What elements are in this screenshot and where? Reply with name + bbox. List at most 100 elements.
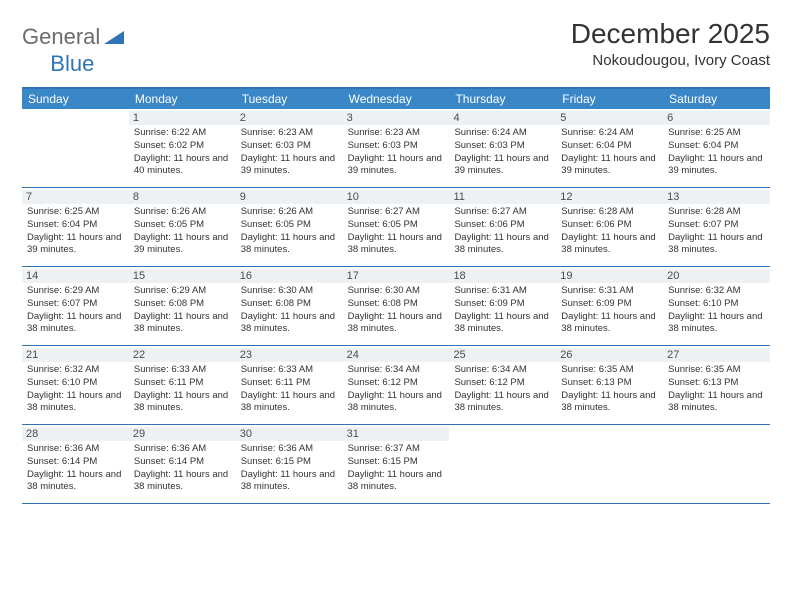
calendar-cell: 30 Sunrise: 6:36 AMSunset: 6:15 PMDayligh… xyxy=(236,425,343,503)
calendar-cell: 17Sunrise: 6:30 AMSunset: 6:08 PMDayligh… xyxy=(343,267,450,345)
day-number: 16 xyxy=(236,269,343,283)
calendar-cell: 26Sunrise: 6:35 AMSunset: 6:13 PMDayligh… xyxy=(556,346,663,424)
calendar-cell: 29 Sunrise: 6:36 AMSunset: 6:14 PMDayligh… xyxy=(129,425,236,503)
day-info: Sunrise: 6:27 AMSunset: 6:06 PMDaylight:… xyxy=(454,206,551,257)
day-info: Sunrise: 6:28 AMSunset: 6:06 PMDaylight:… xyxy=(561,206,658,257)
calendar-cell: 11Sunrise: 6:27 AMSunset: 6:06 PMDayligh… xyxy=(449,188,556,266)
calendar-cell: 27Sunrise: 6:35 AMSunset: 6:13 PMDayligh… xyxy=(663,346,770,424)
calendar-cell: 1Sunrise: 6:22 AMSunset: 6:02 PMDaylight… xyxy=(129,109,236,187)
day-number: 24 xyxy=(343,348,450,362)
calendar-row: 21 Sunrise: 6:32 AMSunset: 6:10 PMDayligh… xyxy=(22,346,770,425)
day-info: Sunrise: 6:26 AMSunset: 6:05 PMDaylight:… xyxy=(241,206,338,257)
day-info: Sunrise: 6:26 AMSunset: 6:05 PMDaylight:… xyxy=(134,206,231,257)
day-info: Sunrise: 6:23 AMSunset: 6:03 PMDaylight:… xyxy=(348,127,445,178)
day-number: 20 xyxy=(663,269,770,283)
day-number: 27 xyxy=(663,348,770,362)
calendar-cell xyxy=(22,109,129,187)
calendar-cell: 2 Sunrise: 6:23 AMSunset: 6:03 PMDaylight… xyxy=(236,109,343,187)
calendar-cell xyxy=(556,425,663,503)
day-info: Sunrise: 6:30 AMSunset: 6:08 PMDaylight:… xyxy=(241,285,338,336)
calendar-cell: 6 Sunrise: 6:25 AMSunset: 6:04 PMDaylight… xyxy=(663,109,770,187)
day-number: 21 xyxy=(22,348,129,362)
day-number: 25 xyxy=(449,348,556,362)
day-number: 23 xyxy=(236,348,343,362)
day-info: Sunrise: 6:27 AMSunset: 6:05 PMDaylight:… xyxy=(348,206,445,257)
day-info: Sunrise: 6:37 AMSunset: 6:15 PMDaylight:… xyxy=(348,443,445,494)
day-info: Sunrise: 6:36 AMSunset: 6:14 PMDaylight:… xyxy=(134,443,231,494)
calendar-cell: 4 Sunrise: 6:24 AMSunset: 6:03 PMDaylight… xyxy=(449,109,556,187)
day-number: 26 xyxy=(556,348,663,362)
calendar-body: 1Sunrise: 6:22 AMSunset: 6:02 PMDaylight… xyxy=(22,109,770,504)
day-number: 3 xyxy=(343,111,450,125)
calendar-cell: 25Sunrise: 6:34 AMSunset: 6:12 PMDayligh… xyxy=(449,346,556,424)
title-block: December 2025 Nokoudougou, Ivory Coast xyxy=(571,18,770,69)
calendar-cell: 24Sunrise: 6:34 AMSunset: 6:12 PMDayligh… xyxy=(343,346,450,424)
day-number: 5 xyxy=(556,111,663,125)
day-info: Sunrise: 6:31 AMSunset: 6:09 PMDaylight:… xyxy=(561,285,658,336)
day-number: 12 xyxy=(556,190,663,204)
day-info: Sunrise: 6:33 AMSunset: 6:11 PMDaylight:… xyxy=(241,364,338,415)
day-number: 9 xyxy=(236,190,343,204)
calendar-row: 1Sunrise: 6:22 AMSunset: 6:02 PMDaylight… xyxy=(22,109,770,188)
day-info: Sunrise: 6:33 AMSunset: 6:11 PMDaylight:… xyxy=(134,364,231,415)
calendar-cell: 22 Sunrise: 6:33 AMSunset: 6:11 PMDayligh… xyxy=(129,346,236,424)
day-info: Sunrise: 6:29 AMSunset: 6:07 PMDaylight:… xyxy=(27,285,124,336)
calendar-row: 14 Sunrise: 6:29 AMSunset: 6:07 PMDayligh… xyxy=(22,267,770,346)
calendar-cell: 18Sunrise: 6:31 AMSunset: 6:09 PMDayligh… xyxy=(449,267,556,345)
day-info: Sunrise: 6:24 AMSunset: 6:04 PMDaylight:… xyxy=(561,127,658,178)
day-number: 4 xyxy=(449,111,556,125)
day-info: Sunrise: 6:32 AMSunset: 6:10 PMDaylight:… xyxy=(27,364,124,415)
day-number: 15 xyxy=(129,269,236,283)
calendar-cell: 10Sunrise: 6:27 AMSunset: 6:05 PMDayligh… xyxy=(343,188,450,266)
logo-triangle-icon xyxy=(104,28,124,49)
day-info: Sunrise: 6:25 AMSunset: 6:04 PMDaylight:… xyxy=(668,127,765,178)
calendar-cell: 13 Sunrise: 6:28 AMSunset: 6:07 PMDayligh… xyxy=(663,188,770,266)
calendar-cell: 14 Sunrise: 6:29 AMSunset: 6:07 PMDayligh… xyxy=(22,267,129,345)
calendar-cell: 9 Sunrise: 6:26 AMSunset: 6:05 PMDaylight… xyxy=(236,188,343,266)
day-number: 13 xyxy=(663,190,770,204)
logo-part1: General xyxy=(22,24,100,50)
day-info: Sunrise: 6:23 AMSunset: 6:03 PMDaylight:… xyxy=(241,127,338,178)
day-info: Sunrise: 6:29 AMSunset: 6:08 PMDaylight:… xyxy=(134,285,231,336)
day-number: 14 xyxy=(22,269,129,283)
day-info: Sunrise: 6:32 AMSunset: 6:10 PMDaylight:… xyxy=(668,285,765,336)
day-header: Friday xyxy=(556,89,663,109)
day-header: Saturday xyxy=(663,89,770,109)
day-number: 22 xyxy=(129,348,236,362)
day-info: Sunrise: 6:24 AMSunset: 6:03 PMDaylight:… xyxy=(454,127,551,178)
day-number: 17 xyxy=(343,269,450,283)
day-number: 8 xyxy=(129,190,236,204)
day-number: 31 xyxy=(343,427,450,441)
calendar-cell: 20 Sunrise: 6:32 AMSunset: 6:10 PMDayligh… xyxy=(663,267,770,345)
day-info: Sunrise: 6:25 AMSunset: 6:04 PMDaylight:… xyxy=(27,206,124,257)
calendar-cell xyxy=(663,425,770,503)
day-info: Sunrise: 6:28 AMSunset: 6:07 PMDaylight:… xyxy=(668,206,765,257)
calendar-cell: 12 Sunrise: 6:28 AMSunset: 6:06 PMDayligh… xyxy=(556,188,663,266)
day-number: 2 xyxy=(236,111,343,125)
day-info: Sunrise: 6:22 AMSunset: 6:02 PMDaylight:… xyxy=(134,127,231,178)
day-header: Sunday xyxy=(22,89,129,109)
calendar-cell: 31 Sunrise: 6:37 AMSunset: 6:15 PMDayligh… xyxy=(343,425,450,503)
day-number: 29 xyxy=(129,427,236,441)
calendar-cell: 7 Sunrise: 6:25 AMSunset: 6:04 PMDaylight… xyxy=(22,188,129,266)
month-title: December 2025 xyxy=(571,18,770,50)
day-info: Sunrise: 6:36 AMSunset: 6:15 PMDaylight:… xyxy=(241,443,338,494)
calendar-cell: 8 Sunrise: 6:26 AMSunset: 6:05 PMDaylight… xyxy=(129,188,236,266)
calendar-cell: 21 Sunrise: 6:32 AMSunset: 6:10 PMDayligh… xyxy=(22,346,129,424)
calendar-cell xyxy=(449,425,556,503)
calendar-header: SundayMondayTuesdayWednesdayThursdayFrid… xyxy=(22,89,770,109)
calendar-cell: 3 Sunrise: 6:23 AMSunset: 6:03 PMDaylight… xyxy=(343,109,450,187)
day-number: 30 xyxy=(236,427,343,441)
day-number: 19 xyxy=(556,269,663,283)
day-number: 6 xyxy=(663,111,770,125)
day-number: 18 xyxy=(449,269,556,283)
day-header: Wednesday xyxy=(343,89,450,109)
calendar-cell: 28Sunrise: 6:36 AMSunset: 6:14 PMDayligh… xyxy=(22,425,129,503)
logo-part2: Blue xyxy=(50,51,94,77)
day-number: 7 xyxy=(22,190,129,204)
day-header: Monday xyxy=(129,89,236,109)
day-info: Sunrise: 6:36 AMSunset: 6:14 PMDaylight:… xyxy=(27,443,124,494)
calendar-cell: 23 Sunrise: 6:33 AMSunset: 6:11 PMDayligh… xyxy=(236,346,343,424)
calendar-cell: 16 Sunrise: 6:30 AMSunset: 6:08 PMDayligh… xyxy=(236,267,343,345)
logo: General xyxy=(22,18,126,50)
